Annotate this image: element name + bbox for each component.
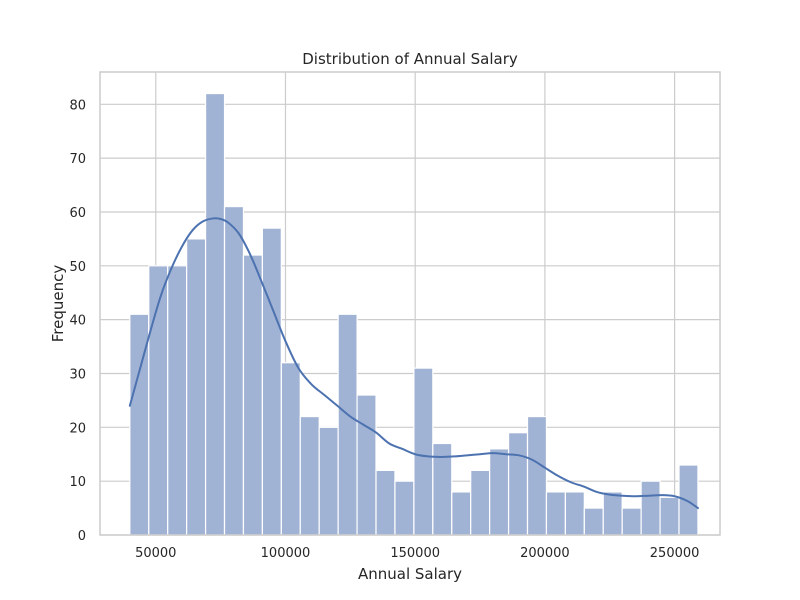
y-tick-label: 40: [69, 314, 86, 329]
histogram-bar: [526, 415, 548, 536]
y-tick-label: 20: [69, 421, 86, 436]
histogram-bar: [242, 254, 263, 536]
histogram-bar: [564, 491, 585, 536]
x-tick-label: 150000: [390, 546, 440, 561]
histogram-bar: [318, 426, 339, 536]
histogram-bar: [583, 507, 604, 536]
histogram-bar: [356, 394, 377, 536]
histogram-bar: [602, 491, 623, 536]
x-tick-labels: 50000 100000 150000 200000 250000: [135, 546, 699, 561]
histogram-bar: [261, 227, 282, 536]
histogram-bar: [678, 464, 699, 536]
x-tick-label: 100000: [261, 546, 311, 561]
histogram-bar: [451, 491, 472, 536]
histogram-bar: [394, 480, 415, 536]
histogram-bar: [507, 432, 529, 536]
histogram-bar: [640, 480, 661, 536]
y-tick-label: 80: [69, 98, 86, 113]
plot-frame: [99, 71, 721, 536]
y-tick-label: 0: [78, 529, 86, 544]
histogram-bar: [375, 469, 396, 536]
kde-curve-layer: [128, 217, 699, 510]
histogram-bar: [299, 415, 320, 536]
histogram-bar: [545, 491, 566, 536]
histogram-bar: [223, 205, 245, 536]
histogram-bar: [280, 362, 301, 536]
x-tick-label: 250000: [650, 546, 700, 561]
histogram-bar: [167, 265, 188, 536]
kde-curve: [128, 217, 699, 510]
y-tick-label: 70: [69, 152, 86, 167]
y-tick-label: 30: [69, 367, 86, 382]
y-tick-label: 10: [69, 475, 86, 490]
y-axis-title: Frequency: [49, 265, 67, 343]
histogram-bar: [470, 469, 491, 536]
histogram-bar: [659, 496, 680, 536]
y-tick-labels: 0 10 20 30 40 50 60 70 80: [69, 98, 86, 544]
x-axis-title: Annual Salary: [358, 565, 462, 583]
x-tick-label: 200000: [520, 546, 570, 561]
chart-title: Distribution of Annual Salary: [302, 50, 518, 68]
histogram-bar: [489, 448, 510, 536]
histogram-bars: [129, 92, 699, 536]
y-tick-label: 50: [69, 260, 86, 275]
histogram-bar: [621, 507, 642, 536]
histogram-bar: [413, 367, 434, 536]
x-tick-label: 50000: [135, 546, 176, 561]
histogram-bar: [186, 238, 207, 536]
histogram-bar: [204, 92, 226, 536]
histogram-bar: [337, 313, 358, 536]
y-tick-label: 60: [69, 206, 86, 221]
